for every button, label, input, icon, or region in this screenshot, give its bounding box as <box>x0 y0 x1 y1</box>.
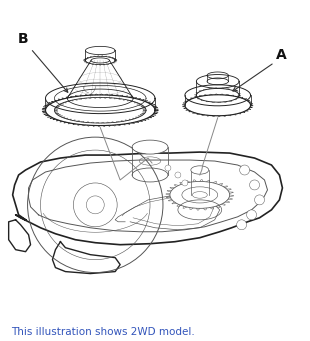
Circle shape <box>246 210 257 220</box>
Circle shape <box>255 195 264 205</box>
Ellipse shape <box>191 166 209 174</box>
Circle shape <box>165 165 171 171</box>
Circle shape <box>175 172 181 178</box>
Circle shape <box>182 180 188 186</box>
Ellipse shape <box>170 181 230 208</box>
Text: A: A <box>276 48 287 62</box>
Circle shape <box>237 220 246 230</box>
Text: This illustration shows 2WD model.: This illustration shows 2WD model. <box>11 327 194 337</box>
Polygon shape <box>52 242 120 273</box>
Circle shape <box>250 180 259 190</box>
Polygon shape <box>9 220 31 252</box>
Ellipse shape <box>132 140 168 154</box>
Circle shape <box>240 165 250 175</box>
Text: B: B <box>17 31 28 46</box>
Polygon shape <box>13 152 282 245</box>
